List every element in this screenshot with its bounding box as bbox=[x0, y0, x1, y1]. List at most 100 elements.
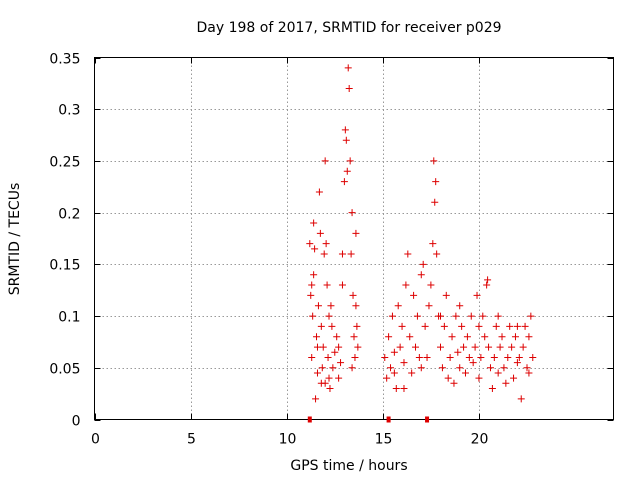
data-point bbox=[417, 364, 425, 372]
data-point bbox=[479, 312, 487, 320]
data-point bbox=[312, 395, 320, 403]
data-point bbox=[419, 260, 427, 268]
data-point bbox=[311, 245, 319, 253]
x-tick-label: 20 bbox=[471, 432, 489, 448]
data-point bbox=[502, 379, 510, 387]
data-point bbox=[494, 312, 502, 320]
data-point bbox=[315, 188, 323, 196]
data-point bbox=[467, 312, 475, 320]
x-axis-label: GPS time / hours bbox=[290, 458, 407, 474]
data-point bbox=[317, 379, 325, 387]
data-point bbox=[308, 281, 316, 289]
data-point bbox=[310, 271, 318, 279]
data-point bbox=[383, 374, 391, 382]
data-point bbox=[452, 312, 460, 320]
data-point bbox=[465, 353, 473, 361]
data-point bbox=[444, 374, 452, 382]
y-tick-label: 0.25 bbox=[49, 155, 80, 171]
grid-lines bbox=[94, 57, 614, 420]
data-point bbox=[328, 322, 336, 330]
data-point bbox=[335, 343, 343, 351]
data-point bbox=[352, 229, 360, 237]
data-point bbox=[345, 85, 353, 93]
data-point bbox=[529, 353, 537, 361]
data-point bbox=[475, 322, 483, 330]
data-point bbox=[475, 374, 483, 382]
data-point bbox=[327, 302, 335, 310]
data-point bbox=[527, 312, 535, 320]
data-point bbox=[404, 250, 412, 258]
data-point bbox=[517, 395, 525, 403]
data-point bbox=[446, 353, 454, 361]
data-point bbox=[506, 322, 514, 330]
data-point bbox=[346, 157, 354, 165]
data-point bbox=[469, 359, 477, 367]
data-point bbox=[337, 359, 345, 367]
y-axis-label: SRMTID / TECUs bbox=[7, 183, 23, 296]
data-point bbox=[338, 250, 346, 258]
data-point bbox=[498, 333, 506, 341]
data-point bbox=[325, 312, 333, 320]
data-point bbox=[473, 291, 481, 299]
axis-ticks bbox=[94, 57, 614, 421]
axis-markers bbox=[307, 416, 430, 423]
data-point bbox=[421, 322, 429, 330]
data-point bbox=[477, 353, 485, 361]
data-point bbox=[508, 343, 516, 351]
data-point bbox=[458, 322, 466, 330]
data-point bbox=[331, 348, 339, 356]
data-point bbox=[417, 271, 425, 279]
data-point bbox=[490, 353, 498, 361]
data-point bbox=[496, 343, 504, 351]
axis-marker bbox=[386, 416, 391, 423]
data-point bbox=[338, 281, 346, 289]
data-point bbox=[413, 312, 421, 320]
y-tick-label: 0 bbox=[72, 414, 81, 430]
data-point bbox=[431, 198, 439, 206]
data-point bbox=[519, 343, 527, 351]
data-point bbox=[430, 157, 438, 165]
data-point bbox=[385, 333, 393, 341]
data-point bbox=[406, 333, 414, 341]
data-point bbox=[408, 369, 416, 377]
data-point bbox=[348, 364, 356, 372]
data-point bbox=[316, 229, 324, 237]
data-point bbox=[492, 322, 500, 330]
data-point bbox=[513, 322, 521, 330]
data-point bbox=[343, 167, 351, 175]
data-point bbox=[348, 209, 356, 217]
data-point bbox=[450, 379, 458, 387]
data-point bbox=[313, 333, 321, 341]
y-tick-label: 0.05 bbox=[49, 362, 80, 378]
data-point bbox=[317, 322, 325, 330]
data-point bbox=[484, 276, 492, 284]
data-point bbox=[525, 369, 533, 377]
data-point bbox=[354, 343, 362, 351]
data-point bbox=[342, 136, 350, 144]
x-tick-labels: 0 5 10 15 20 bbox=[91, 432, 488, 448]
data-point bbox=[456, 302, 464, 310]
data-point bbox=[333, 333, 341, 341]
data-point bbox=[390, 348, 398, 356]
data-point bbox=[349, 291, 357, 299]
data-point bbox=[423, 353, 431, 361]
data-point bbox=[321, 157, 329, 165]
data-point bbox=[460, 343, 468, 351]
data-point bbox=[308, 353, 316, 361]
data-point bbox=[310, 219, 318, 227]
data-point bbox=[523, 364, 531, 372]
data-point bbox=[412, 343, 420, 351]
data-point bbox=[306, 240, 314, 248]
data-point bbox=[326, 384, 334, 392]
data-point bbox=[437, 312, 444, 320]
data-point bbox=[392, 384, 400, 392]
data-point bbox=[454, 348, 462, 356]
data-point bbox=[323, 281, 331, 289]
data-point bbox=[511, 333, 519, 341]
data-point bbox=[347, 250, 355, 258]
data-point bbox=[429, 240, 437, 248]
data-point bbox=[388, 312, 396, 320]
x-tick-label: 10 bbox=[279, 432, 297, 448]
data-point bbox=[387, 364, 395, 372]
data-point bbox=[394, 302, 402, 310]
